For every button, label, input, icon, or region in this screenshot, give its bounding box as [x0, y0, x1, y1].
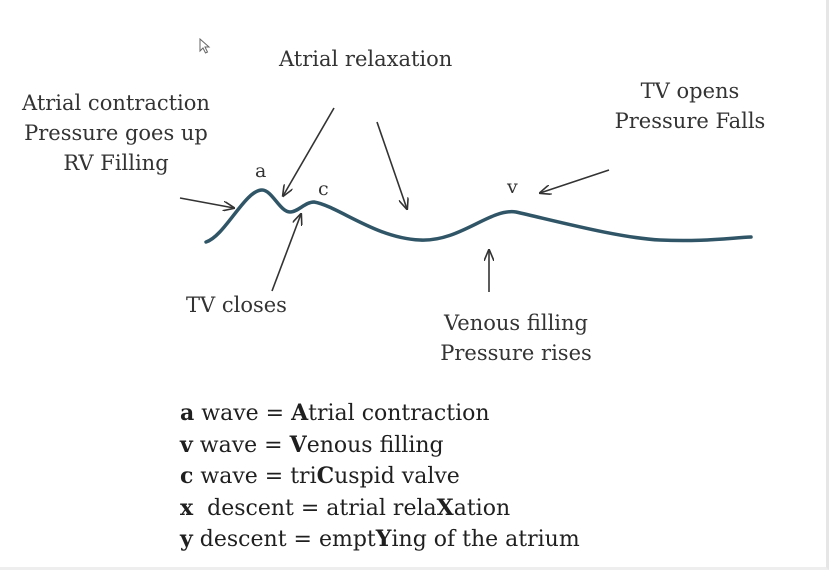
- legend-text: descent = atrial rela: [193, 495, 437, 521]
- label-venous-filling: Venous filling Pressure rises: [430, 308, 602, 368]
- legend-key: c: [180, 463, 194, 489]
- legend-cap: Y: [375, 526, 392, 552]
- legend-text: ation: [453, 495, 511, 521]
- arrow-atrial-contraction: [179, 197, 234, 208]
- jvp-waveform: [204, 188, 753, 244]
- label-line: Pressure Falls: [614, 109, 766, 133]
- label-line: Pressure goes up: [24, 121, 208, 145]
- arrow-atrial-relaxation-right: [376, 121, 407, 209]
- arrow-tv-opens: [540, 169, 610, 193]
- label-tv-closes: TV closes: [186, 293, 287, 317]
- wave-legend: a wave = Atrial contraction v wave = Ven…: [180, 398, 580, 556]
- legend-text: wave =: [194, 401, 292, 426]
- arrow-tv-closes: [271, 214, 301, 292]
- legend-key: v: [180, 431, 193, 458]
- legend-text: uspid valve: [334, 464, 460, 489]
- legend-row-a: a wave = Atrial contraction: [180, 398, 580, 430]
- legend-row-c: c wave = triCuspid valve: [180, 461, 580, 493]
- legend-key: x: [180, 494, 194, 521]
- mouse-pointer-icon: [199, 38, 211, 54]
- legend-text: enous filling: [306, 432, 444, 458]
- label-line: TV opens: [640, 79, 740, 103]
- label-line: RV Filling: [63, 151, 169, 175]
- legend-cap: X: [436, 494, 454, 521]
- label-line: Pressure rises: [440, 341, 592, 365]
- wave-letter-v: v: [507, 176, 518, 198]
- label-atrial-contraction: Atrial contraction Pressure goes up RV F…: [18, 88, 214, 178]
- legend-key: y: [180, 526, 193, 552]
- arrow-atrial-relaxation-left: [283, 107, 335, 196]
- legend-row-x: x descent = atrial relaXation: [180, 493, 580, 525]
- label-line: Venous filling: [444, 311, 588, 335]
- legend-row-v: v wave = Venous filling: [180, 430, 580, 462]
- legend-text: descent = empt: [192, 527, 376, 552]
- legend-cap: C: [316, 463, 335, 489]
- legend-text: trial contraction: [308, 401, 490, 426]
- legend-cap: A: [291, 400, 309, 426]
- legend-key: a: [180, 400, 195, 426]
- label-line: Atrial contraction: [22, 91, 210, 115]
- legend-row-y: y descent = emptYing of the atrium: [180, 524, 580, 556]
- legend-cap: V: [289, 431, 307, 458]
- label-atrial-relaxation: Atrial relaxation: [279, 47, 453, 71]
- wave-letter-a: a: [255, 160, 267, 182]
- legend-text: wave =: [192, 432, 290, 458]
- legend-text: ing of the atrium: [391, 527, 580, 552]
- label-tv-opens: TV opens Pressure Falls: [600, 76, 780, 136]
- legend-text: wave = tri: [193, 464, 317, 489]
- wave-letter-c: c: [318, 178, 329, 200]
